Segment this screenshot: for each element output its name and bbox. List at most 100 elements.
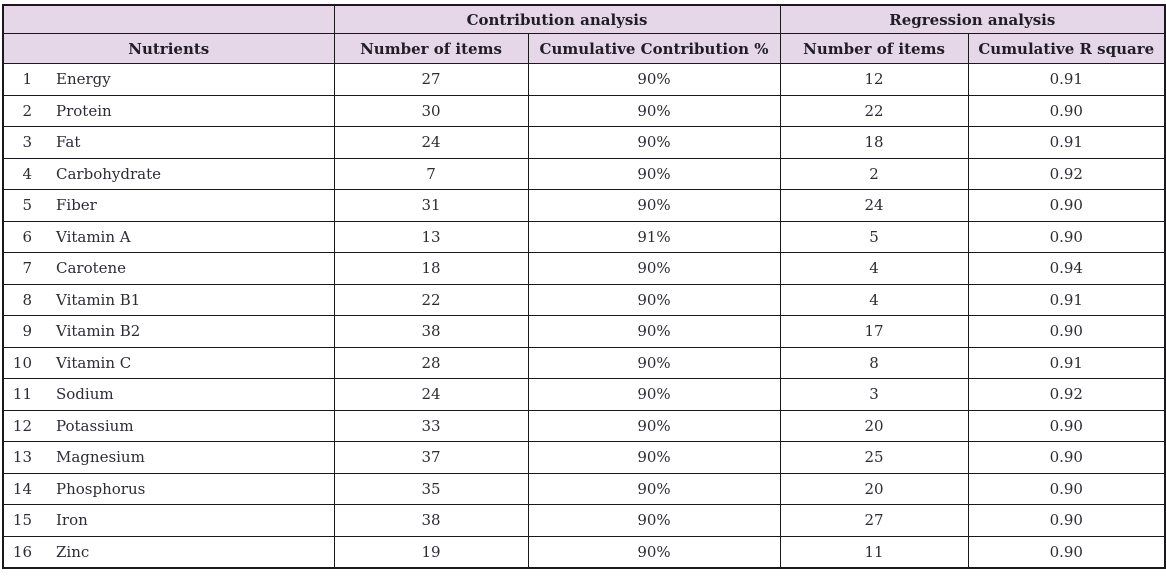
cumulative-contribution-cell: 90% — [527, 126, 781, 159]
nutrient-name: Zinc — [56, 542, 90, 561]
regression-items-cell: 18 — [779, 126, 969, 159]
nutrient-name: Iron — [56, 511, 88, 530]
nutrient-cell: 6 Vitamin A — [2, 220, 335, 253]
row-index: 15 — [12, 511, 32, 530]
nutrient-cell: 15 Iron — [2, 504, 335, 537]
table-row: 16 Zinc 19 90% 11 0.90 — [2, 535, 1166, 569]
contribution-items-cell: 31 — [333, 189, 529, 222]
contribution-items-cell: 22 — [333, 283, 529, 316]
nutrient-cell: 7 Carotene — [2, 252, 335, 285]
table-row: 1 Energy 27 90% 12 0.91 — [2, 63, 1166, 96]
table-row: 6 Vitamin A 13 91% 5 0.90 — [2, 220, 1166, 253]
cumulative-contribution-cell: 90% — [527, 504, 781, 537]
regression-items-column-header: Number of items — [779, 33, 969, 64]
row-index: 4 — [22, 164, 32, 183]
cumulative-r-square-column-header: Cumulative R square — [967, 33, 1166, 64]
regression-items-cell: 24 — [779, 189, 969, 222]
nutrient-name: Vitamin C — [56, 353, 132, 372]
cumulative-contribution-cell: 90% — [527, 378, 781, 411]
nutrients-analysis-table: Contribution analysis Regression analysi… — [2, 4, 1166, 569]
cumulative-contribution-cell: 90% — [527, 157, 781, 190]
regression-items-cell: 5 — [779, 220, 969, 253]
nutrient-cell: 4 Carbohydrate — [2, 157, 335, 190]
nutrient-cell: 16 Zinc — [2, 535, 335, 569]
table-row: 11 Sodium 24 90% 3 0.92 — [2, 378, 1166, 411]
table-row: 4 Carbohydrate 7 90% 2 0.92 — [2, 157, 1166, 190]
cumulative-r-square-cell: 0.90 — [967, 220, 1166, 253]
nutrient-cell: 13 Magnesium — [2, 441, 335, 474]
row-index: 6 — [22, 227, 32, 246]
cumulative-contribution-cell: 90% — [527, 472, 781, 505]
cumulative-r-square-cell: 0.90 — [967, 94, 1166, 127]
table-row: 8 Vitamin B1 22 90% 4 0.91 — [2, 283, 1166, 316]
row-index: 7 — [22, 259, 32, 278]
contribution-items-cell: 13 — [333, 220, 529, 253]
regression-items-cell: 4 — [779, 283, 969, 316]
cumulative-contribution-cell: 90% — [527, 94, 781, 127]
row-index: 3 — [22, 133, 32, 152]
contribution-items-cell: 38 — [333, 504, 529, 537]
nutrient-cell: 8 Vitamin B1 — [2, 283, 335, 316]
row-index: 12 — [12, 416, 32, 435]
nutrient-cell: 3 Fat — [2, 126, 335, 159]
nutrient-cell: 1 Energy — [2, 63, 335, 96]
cumulative-r-square-cell: 0.94 — [967, 252, 1166, 285]
regression-items-cell: 17 — [779, 315, 969, 348]
cumulative-contribution-cell: 90% — [527, 63, 781, 96]
cumulative-r-square-cell: 0.92 — [967, 378, 1166, 411]
contribution-items-cell: 37 — [333, 441, 529, 474]
cumulative-contribution-cell: 90% — [527, 346, 781, 379]
regression-items-cell: 4 — [779, 252, 969, 285]
cumulative-r-square-cell: 0.90 — [967, 409, 1166, 442]
table-row: 7 Carotene 18 90% 4 0.94 — [2, 252, 1166, 285]
cumulative-r-square-cell: 0.90 — [967, 535, 1166, 569]
cumulative-contribution-cell: 91% — [527, 220, 781, 253]
row-index: 13 — [12, 448, 32, 467]
row-index: 1 — [22, 70, 32, 89]
table-row: 12 Potassium 33 90% 20 0.90 — [2, 409, 1166, 442]
row-index: 14 — [12, 479, 32, 498]
cumulative-contribution-cell: 90% — [527, 409, 781, 442]
regression-items-cell: 3 — [779, 378, 969, 411]
cumulative-contribution-cell: 90% — [527, 283, 781, 316]
table-row: 10 Vitamin C 28 90% 8 0.91 — [2, 346, 1166, 379]
cumulative-r-square-cell: 0.91 — [967, 126, 1166, 159]
column-header-row: Nutrients Number of items Cumulative Con… — [2, 33, 1166, 64]
cumulative-contribution-cell: 90% — [527, 189, 781, 222]
regression-items-cell: 11 — [779, 535, 969, 569]
contribution-items-column-header: Number of items — [333, 33, 529, 64]
table-row: 14 Phosphorus 35 90% 20 0.90 — [2, 472, 1166, 505]
cumulative-contribution-cell: 90% — [527, 315, 781, 348]
table-row: 13 Magnesium 37 90% 25 0.90 — [2, 441, 1166, 474]
row-index: 8 — [22, 290, 32, 309]
nutrient-name: Carbohydrate — [56, 164, 161, 183]
blank-header-cell — [2, 4, 335, 34]
row-index: 5 — [22, 196, 32, 215]
nutrient-cell: 9 Vitamin B2 — [2, 315, 335, 348]
cumulative-r-square-cell: 0.90 — [967, 472, 1166, 505]
contribution-items-cell: 19 — [333, 535, 529, 569]
nutrient-name: Energy — [56, 70, 111, 89]
row-index: 11 — [12, 385, 32, 404]
contribution-items-cell: 24 — [333, 126, 529, 159]
row-index: 9 — [22, 322, 32, 341]
nutrient-name: Potassium — [56, 416, 134, 435]
row-index: 16 — [12, 542, 32, 561]
regression-items-cell: 27 — [779, 504, 969, 537]
regression-items-cell: 22 — [779, 94, 969, 127]
table-row: 15 Iron 38 90% 27 0.90 — [2, 504, 1166, 537]
table-row: 3 Fat 24 90% 18 0.91 — [2, 126, 1166, 159]
contribution-items-cell: 7 — [333, 157, 529, 190]
nutrient-cell: 14 Phosphorus — [2, 472, 335, 505]
contribution-items-cell: 38 — [333, 315, 529, 348]
contribution-items-cell: 24 — [333, 378, 529, 411]
nutrient-name: Protein — [56, 101, 112, 120]
nutrient-name: Carotene — [56, 259, 127, 278]
cumulative-r-square-cell: 0.91 — [967, 283, 1166, 316]
contribution-items-cell: 35 — [333, 472, 529, 505]
cumulative-r-square-cell: 0.91 — [967, 63, 1166, 96]
contribution-items-cell: 18 — [333, 252, 529, 285]
nutrient-name: Phosphorus — [56, 479, 146, 498]
contribution-items-cell: 27 — [333, 63, 529, 96]
